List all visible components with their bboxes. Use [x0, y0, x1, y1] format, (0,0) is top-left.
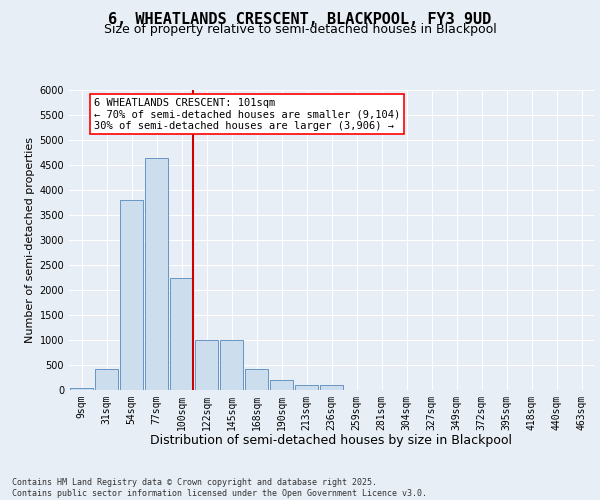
Bar: [145, 158, 168, 390]
Bar: [270, 380, 293, 390]
Text: 6, WHEATLANDS CRESCENT, BLACKPOOL, FY3 9UD: 6, WHEATLANDS CRESCENT, BLACKPOOL, FY3 9…: [109, 12, 491, 28]
Text: Contains HM Land Registry data © Crown copyright and database right 2025.
Contai: Contains HM Land Registry data © Crown c…: [12, 478, 427, 498]
Text: 6 WHEATLANDS CRESCENT: 101sqm
← 70% of semi-detached houses are smaller (9,104)
: 6 WHEATLANDS CRESCENT: 101sqm ← 70% of s…: [94, 98, 400, 130]
Bar: [220, 340, 243, 390]
Bar: [295, 385, 318, 390]
Bar: [95, 368, 118, 390]
Bar: [195, 340, 218, 390]
Text: Size of property relative to semi-detached houses in Blackpool: Size of property relative to semi-detach…: [104, 24, 496, 36]
Bar: [320, 385, 343, 390]
Bar: [170, 278, 193, 390]
Bar: [120, 200, 143, 390]
X-axis label: Distribution of semi-detached houses by size in Blackpool: Distribution of semi-detached houses by …: [151, 434, 512, 448]
Bar: [245, 369, 268, 390]
Y-axis label: Number of semi-detached properties: Number of semi-detached properties: [25, 137, 35, 343]
Bar: [70, 388, 93, 390]
